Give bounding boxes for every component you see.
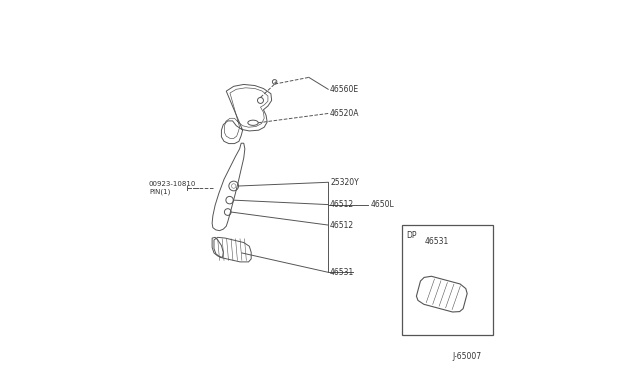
Bar (402, 225, 493, 335)
Text: 46512: 46512 (330, 200, 354, 209)
Text: 46520A: 46520A (330, 109, 360, 118)
Text: J-65007: J-65007 (452, 352, 481, 361)
Text: 46560E: 46560E (330, 85, 359, 94)
Text: 46531: 46531 (424, 237, 449, 246)
Text: 46531: 46531 (330, 268, 355, 277)
Text: 46512: 46512 (330, 221, 354, 230)
Text: DP: DP (406, 231, 417, 240)
Text: PIN(1): PIN(1) (149, 188, 170, 195)
Text: 4650L: 4650L (370, 200, 394, 209)
Text: 25320Y: 25320Y (330, 178, 359, 187)
Text: 00923-10810: 00923-10810 (149, 181, 196, 187)
